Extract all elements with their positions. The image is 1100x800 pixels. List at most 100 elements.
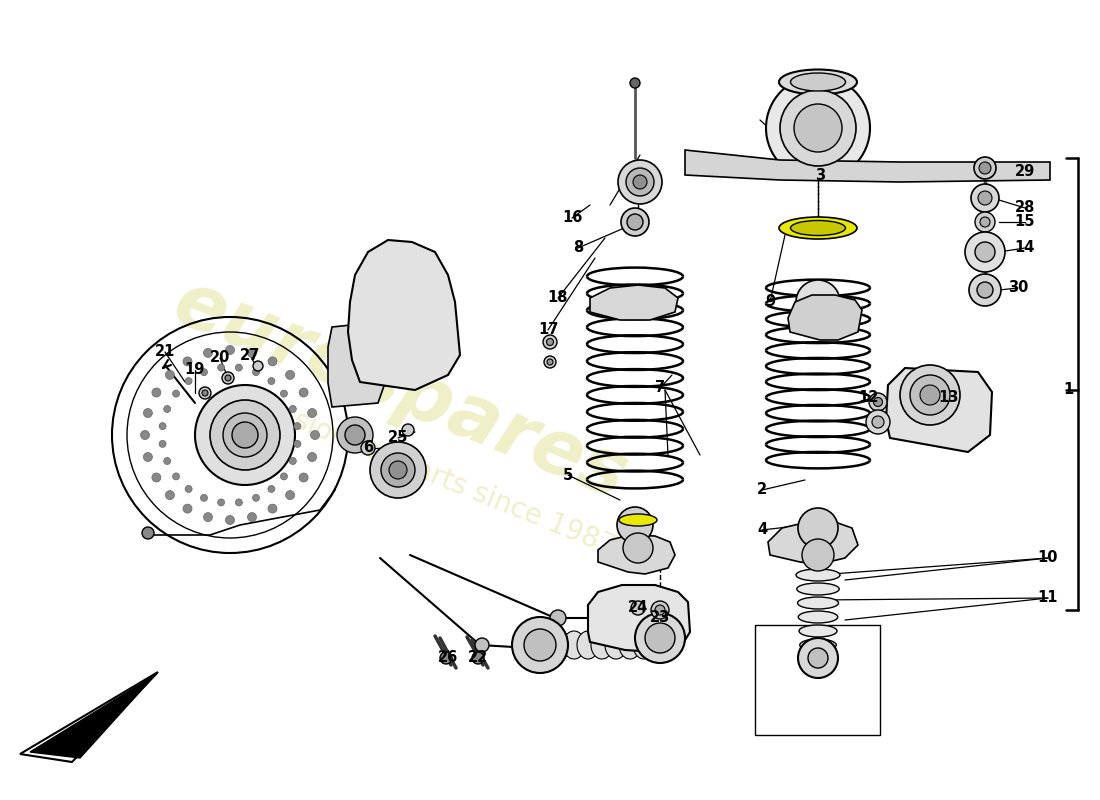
Circle shape bbox=[524, 629, 556, 661]
Text: 14: 14 bbox=[1015, 241, 1035, 255]
Circle shape bbox=[544, 356, 556, 368]
Circle shape bbox=[310, 430, 319, 439]
Circle shape bbox=[869, 393, 887, 411]
Circle shape bbox=[308, 409, 317, 418]
Polygon shape bbox=[886, 368, 992, 452]
Polygon shape bbox=[30, 675, 155, 758]
Polygon shape bbox=[598, 535, 675, 574]
Circle shape bbox=[632, 175, 647, 189]
Circle shape bbox=[631, 601, 645, 615]
Circle shape bbox=[808, 648, 828, 668]
Ellipse shape bbox=[549, 631, 571, 659]
Circle shape bbox=[280, 390, 287, 397]
Circle shape bbox=[235, 499, 242, 506]
Circle shape bbox=[618, 160, 662, 204]
Text: 22: 22 bbox=[468, 650, 488, 666]
Circle shape bbox=[210, 400, 280, 470]
Text: 4: 4 bbox=[757, 522, 767, 538]
Text: 25: 25 bbox=[388, 430, 408, 446]
Circle shape bbox=[512, 617, 568, 673]
Circle shape bbox=[627, 214, 644, 230]
Text: 20: 20 bbox=[210, 350, 230, 366]
Circle shape bbox=[780, 90, 856, 166]
Polygon shape bbox=[685, 150, 1050, 182]
Circle shape bbox=[866, 410, 890, 434]
Circle shape bbox=[232, 422, 258, 448]
Circle shape bbox=[979, 162, 991, 174]
Circle shape bbox=[286, 370, 295, 379]
Circle shape bbox=[204, 513, 212, 522]
Text: 16: 16 bbox=[562, 210, 582, 226]
Circle shape bbox=[165, 370, 175, 379]
Circle shape bbox=[920, 385, 940, 405]
Circle shape bbox=[299, 473, 308, 482]
Circle shape bbox=[654, 605, 666, 615]
Circle shape bbox=[143, 409, 153, 418]
Text: a passion for parts since 1987: a passion for parts since 1987 bbox=[220, 378, 619, 562]
Circle shape bbox=[475, 638, 490, 652]
Circle shape bbox=[645, 623, 675, 653]
Circle shape bbox=[294, 422, 301, 430]
Ellipse shape bbox=[799, 625, 837, 637]
Circle shape bbox=[978, 191, 992, 205]
Circle shape bbox=[152, 388, 161, 397]
Ellipse shape bbox=[779, 70, 857, 94]
Text: 26: 26 bbox=[438, 650, 458, 666]
Circle shape bbox=[195, 385, 295, 485]
Circle shape bbox=[222, 372, 234, 384]
Circle shape bbox=[873, 398, 882, 406]
Circle shape bbox=[965, 232, 1005, 272]
Text: 10: 10 bbox=[1037, 550, 1058, 566]
Circle shape bbox=[617, 507, 653, 543]
Ellipse shape bbox=[791, 73, 846, 91]
Text: 9: 9 bbox=[764, 294, 776, 310]
Circle shape bbox=[160, 422, 166, 430]
Circle shape bbox=[248, 348, 256, 358]
Circle shape bbox=[235, 364, 242, 371]
Circle shape bbox=[798, 638, 838, 678]
Circle shape bbox=[975, 212, 996, 232]
Ellipse shape bbox=[798, 597, 838, 609]
Circle shape bbox=[218, 364, 224, 371]
Text: 2: 2 bbox=[757, 482, 767, 498]
Circle shape bbox=[202, 390, 208, 396]
Circle shape bbox=[971, 184, 999, 212]
Circle shape bbox=[337, 417, 373, 453]
Circle shape bbox=[289, 458, 296, 465]
Circle shape bbox=[802, 539, 834, 571]
Circle shape bbox=[370, 442, 426, 498]
Circle shape bbox=[969, 274, 1001, 306]
Circle shape bbox=[977, 282, 993, 298]
Circle shape bbox=[248, 513, 256, 522]
Circle shape bbox=[651, 601, 669, 619]
Circle shape bbox=[218, 499, 224, 506]
Text: 8: 8 bbox=[573, 241, 583, 255]
Circle shape bbox=[253, 369, 260, 376]
Circle shape bbox=[402, 424, 414, 436]
Ellipse shape bbox=[632, 631, 654, 659]
Circle shape bbox=[361, 441, 375, 455]
Text: 27: 27 bbox=[240, 347, 260, 362]
Circle shape bbox=[226, 346, 234, 354]
Ellipse shape bbox=[779, 217, 857, 239]
Circle shape bbox=[389, 461, 407, 479]
Circle shape bbox=[152, 473, 161, 482]
Circle shape bbox=[796, 280, 840, 324]
Circle shape bbox=[289, 406, 296, 413]
Circle shape bbox=[164, 406, 170, 413]
Circle shape bbox=[223, 413, 267, 457]
Circle shape bbox=[626, 168, 654, 196]
Text: 11: 11 bbox=[1037, 590, 1058, 606]
Circle shape bbox=[766, 76, 870, 180]
Circle shape bbox=[621, 208, 649, 236]
Circle shape bbox=[183, 504, 192, 513]
Circle shape bbox=[173, 473, 179, 480]
Ellipse shape bbox=[619, 514, 657, 526]
Circle shape bbox=[164, 458, 170, 465]
Text: eurospares: eurospares bbox=[163, 266, 638, 514]
Text: 24: 24 bbox=[628, 601, 648, 615]
Circle shape bbox=[472, 652, 484, 664]
Text: 13: 13 bbox=[938, 390, 958, 406]
Text: 5: 5 bbox=[563, 467, 573, 482]
Text: 3: 3 bbox=[815, 167, 825, 182]
